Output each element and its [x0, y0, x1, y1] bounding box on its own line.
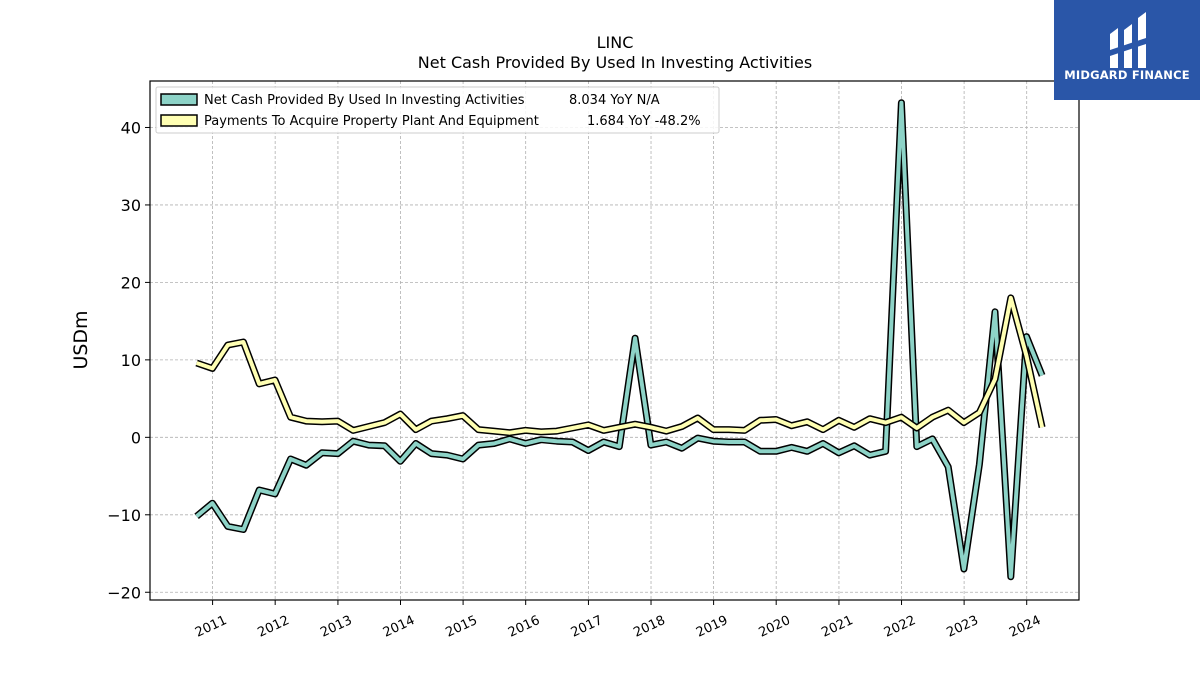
y-tick-label: 40 [121, 118, 141, 137]
x-tick-label: 2016 [506, 613, 542, 641]
x-tick-label: 2013 [318, 613, 354, 641]
chart-title: LINC [597, 33, 634, 52]
x-tick-label: 2019 [694, 613, 730, 641]
legend-value-capex: 1.684 YoY -48.2% [587, 114, 701, 129]
legend-label-investing: Net Cash Provided By Used In Investing A… [204, 93, 525, 108]
x-tick-label: 2011 [193, 613, 229, 641]
legend-swatch-capex [160, 114, 198, 127]
y-tick-label: 20 [121, 273, 141, 292]
y-axis: −20 −10 0 10 20 30 40 [107, 118, 150, 602]
x-tick-label: 2022 [882, 613, 918, 641]
legend-frame [155, 86, 720, 134]
plot-frame [149, 80, 1080, 601]
y-tick-label: −10 [107, 506, 141, 525]
x-tick-label: 2020 [757, 613, 793, 641]
legend-swatch-investing [160, 93, 198, 106]
x-tick-label: 2012 [256, 613, 292, 641]
x-tick-label: 2021 [819, 613, 855, 641]
legend-label-capex: Payments To Acquire Property Plant And E… [204, 114, 539, 129]
series-lines [194, 99, 1046, 581]
legend-value-investing: 8.034 YoY N/A [569, 93, 660, 108]
x-tick-label: 2018 [631, 613, 667, 641]
series-line-investing-activities [195, 100, 1044, 579]
brand-logo: MIDGARD FINANCE [1054, 0, 1200, 100]
y-tick-label: 0 [131, 428, 141, 447]
y-tick-label: 10 [121, 351, 141, 370]
y-axis-label: USDm [70, 310, 92, 369]
y-tick-label: 30 [121, 196, 141, 215]
y-tick-label: −20 [107, 583, 141, 602]
x-tick-label: 2024 [1007, 613, 1043, 641]
brand-name: MIDGARD FINANCE [1064, 68, 1190, 82]
grid [150, 81, 1079, 600]
x-tick-label: 2014 [381, 613, 417, 641]
x-tick-label: 2023 [944, 613, 980, 641]
legend: Net Cash Provided By Used In Investing A… [155, 86, 720, 134]
x-axis: 2011 2012 2013 2014 2015 2016 2017 2018 2019 2020… [193, 600, 1043, 641]
series-outline-investing-activities [194, 99, 1046, 581]
x-tick-label: 2015 [443, 613, 479, 641]
series-line-capex [195, 295, 1045, 435]
x-tick-label: 2017 [569, 613, 605, 641]
midgard-logo-icon [1110, 12, 1146, 68]
chart-subtitle: Net Cash Provided By Used In Investing A… [418, 53, 812, 72]
